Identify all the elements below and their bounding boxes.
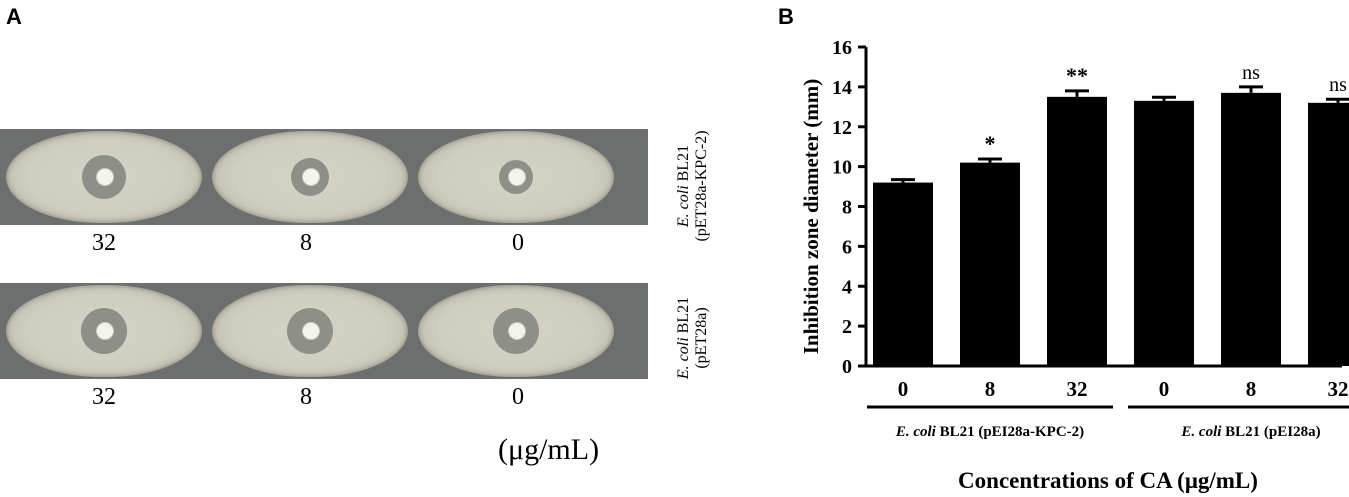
plate-pet28a-8 [212,285,408,377]
concentration-label: 32 [92,230,116,256]
bar [1221,92,1281,366]
concentration-label: 32 [92,384,116,410]
x-tick-label: 8 [1246,377,1257,401]
concentration-label: 8 [300,384,312,410]
plates-row-kpc2 [0,129,648,225]
y-tick-label: 10 [832,157,852,179]
plates-row-pet28a [0,283,648,379]
y-tick-label: 4 [842,276,852,298]
y-tick-label: 0 [842,356,852,378]
significance-label: ns [1329,74,1347,96]
plate-pet28a-32 [6,285,202,377]
y-axis-label: Inhibition zone diameter (mm) [799,79,823,355]
significance-label: * [985,131,996,156]
bar [1308,102,1349,366]
y-tick-label: 6 [842,236,852,258]
x-tick-label: 32 [1328,377,1349,401]
unit-label: (μg/mL) [498,433,600,466]
significance-label: ns [1242,62,1260,84]
plate-kpc2-32 [6,131,202,223]
x-tick-label: 8 [985,377,996,401]
antibiotic-disk [508,322,526,340]
plate-kpc2-0 [418,131,614,223]
antibiotic-disk [508,168,526,186]
panel-a-letter: A [6,4,22,29]
group-label: E. coli BL21 (pEI28a-KPC-2) [895,424,1084,440]
x-tick-label: 32 [1067,377,1088,401]
significance-label: ** [1066,63,1088,88]
group-label: E. coli BL21 (pEI28a) [1180,424,1320,440]
antibiotic-disk [96,322,114,340]
y-tick-label: 8 [842,197,852,219]
bar [960,162,1020,366]
concentration-label: 0 [512,384,524,410]
x-tick-label: 0 [1159,377,1170,401]
bar [1134,100,1194,367]
x-axis-label: Concentrations of CA (μg/mL) [958,468,1258,493]
plate-pet28a-0 [418,285,614,377]
bar [873,182,933,366]
concentration-label: 8 [300,230,312,256]
bar [1047,96,1107,366]
concentration-label: 0 [512,230,524,256]
strain-label-pet28a: E. coli BL21 (pET28a) [675,296,710,380]
x-tick-label: 0 [898,377,909,401]
antibiotic-disk [302,168,320,186]
plate-kpc2-8 [212,131,408,223]
antibiotic-disk [302,322,320,340]
antibiotic-disk [96,168,114,186]
y-tick-label: 14 [832,77,852,99]
y-tick-label: 12 [832,117,852,139]
strain-label-kpc2: E. coli BL21 (pET28a-KPC-2) [675,130,710,242]
panel-b-letter: B [778,4,794,29]
y-tick-label: 2 [842,316,852,338]
y-tick-label: 16 [832,37,852,59]
